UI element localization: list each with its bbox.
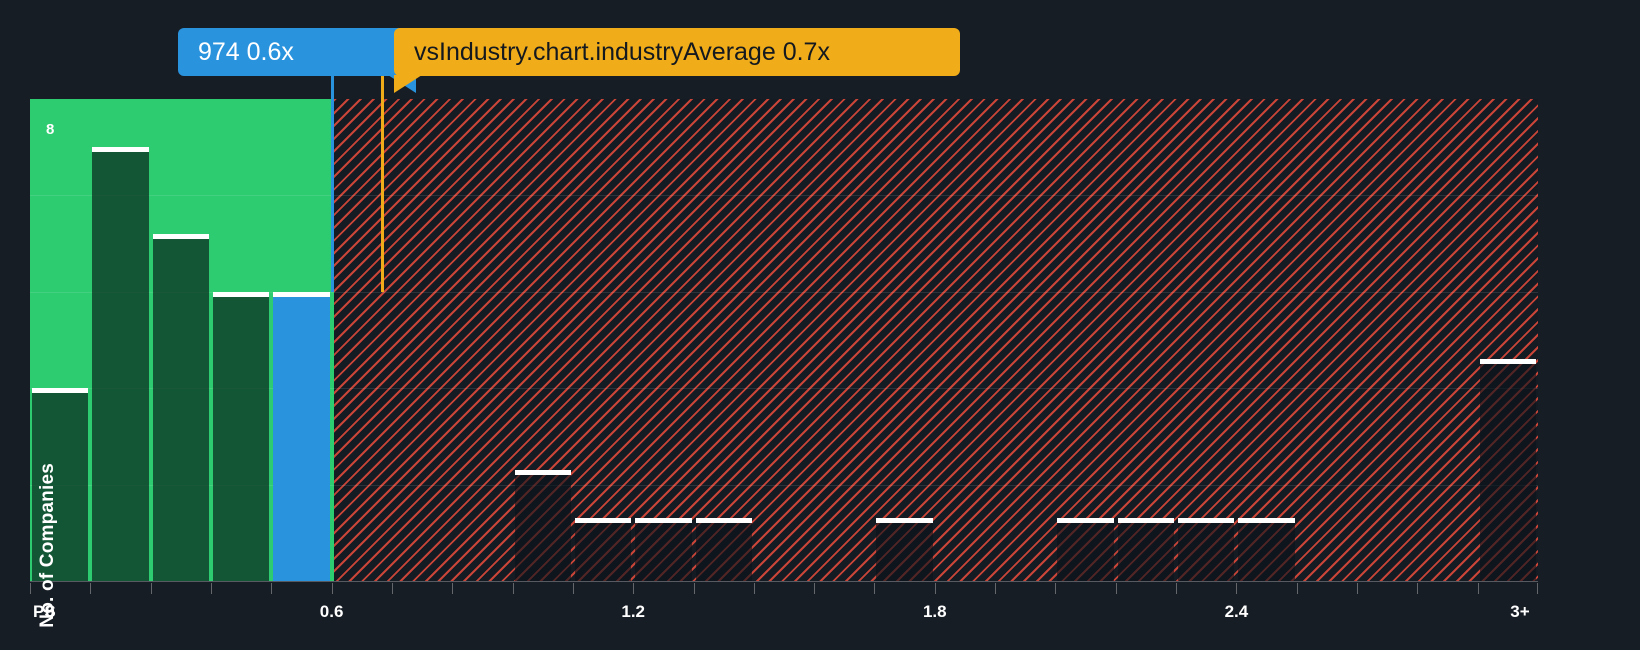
x-axis-prefix-label: PS (33, 602, 56, 621)
x-axis-tick (874, 583, 876, 594)
bar-cap (1178, 518, 1235, 524)
bar[interactable] (32, 388, 89, 581)
x-axis-tick (1176, 583, 1178, 594)
bar[interactable] (1057, 518, 1114, 581)
gridline (30, 388, 1538, 390)
x-axis-tick (693, 583, 695, 594)
x-axis-tick (1296, 583, 1298, 594)
bar[interactable] (152, 233, 209, 581)
bar-cap (32, 388, 89, 394)
x-axis-tick (1055, 583, 1057, 594)
x-axis-tick (1417, 583, 1419, 594)
bar[interactable] (1238, 518, 1295, 581)
bar[interactable] (514, 470, 571, 581)
x-axis-tick (934, 583, 936, 594)
bar-cap (1479, 359, 1536, 365)
bar-cap (574, 518, 632, 524)
bar-cap (1238, 518, 1295, 524)
bar-cap (635, 518, 692, 524)
plot-clip (30, 99, 1538, 581)
x-axis-tick (633, 583, 635, 594)
bar[interactable] (92, 147, 149, 581)
x-axis-tick (30, 583, 31, 594)
x-axis-tick (1537, 583, 1538, 594)
bar-cap (1117, 518, 1175, 524)
bar-cap (273, 291, 330, 297)
bar-highlighted[interactable] (273, 291, 330, 581)
plot-area (30, 55, 1538, 581)
bar[interactable] (1117, 518, 1175, 581)
bar[interactable] (635, 518, 692, 581)
x-axis-tick (814, 583, 816, 594)
bar-cap (876, 518, 933, 524)
bar-cap (152, 233, 209, 239)
x-axis-tick-label: 3+ (1510, 602, 1530, 621)
bar-cap (514, 470, 571, 476)
axis-baseline (30, 581, 1538, 582)
x-axis-tick (210, 583, 212, 594)
industry-average-marker-line (380, 55, 384, 292)
x-axis-ticks (30, 583, 1538, 594)
x-axis: 0 0.6 1.2 1.8 2.4 3+ (0, 583, 1640, 650)
x-axis-tick-label: 0.6 (319, 602, 344, 621)
x-axis-tick-label: 0 (45, 602, 55, 621)
bar-cap (1057, 518, 1114, 524)
industry-average-tooltip-label: vsIndustry.chart.industryAverage 0.7x (414, 38, 830, 66)
x-axis-tick (1236, 583, 1238, 594)
x-axis-tick (90, 583, 92, 594)
x-axis-tick (995, 583, 997, 594)
company-ps-marker-line (330, 55, 334, 292)
gridline (30, 484, 1538, 486)
bar[interactable] (212, 291, 270, 581)
y-axis-top-value: 8 (46, 121, 55, 138)
gridline (30, 291, 1538, 293)
x-axis-tick (1477, 583, 1479, 594)
bar[interactable] (695, 518, 752, 581)
bar[interactable] (574, 518, 632, 581)
gridline (30, 195, 1538, 197)
x-axis-tick (150, 583, 152, 594)
bar[interactable] (876, 518, 933, 581)
x-axis-tick (452, 583, 454, 594)
company-ps-tooltip-label: 974 0.6x (198, 38, 294, 66)
x-axis-tick-label: 1.2 (621, 602, 646, 621)
industry-average-tooltip[interactable]: vsIndustry.chart.industryAverage 0.7x (394, 28, 960, 93)
bar[interactable] (1178, 518, 1235, 581)
x-axis-tick (331, 583, 333, 594)
x-axis-tick (391, 583, 393, 594)
x-axis-tick (753, 583, 755, 594)
x-axis-tick-label: 2.4 (1224, 602, 1249, 621)
bar[interactable] (1479, 359, 1536, 581)
bar-cap (695, 518, 752, 524)
expensive-value-zone (334, 99, 1538, 581)
x-axis-tick (512, 583, 514, 594)
x-axis-tick (1357, 583, 1359, 594)
bar-cap (212, 291, 270, 297)
x-axis-tick (1115, 583, 1117, 594)
x-axis-tick-label: 1.8 (922, 602, 947, 621)
tooltip-tail (394, 75, 422, 93)
bar-cap (92, 147, 149, 153)
x-axis-tick (572, 583, 574, 594)
company-ps-tooltip[interactable]: 974 0.6x (178, 28, 416, 93)
x-axis-tick (271, 583, 273, 594)
